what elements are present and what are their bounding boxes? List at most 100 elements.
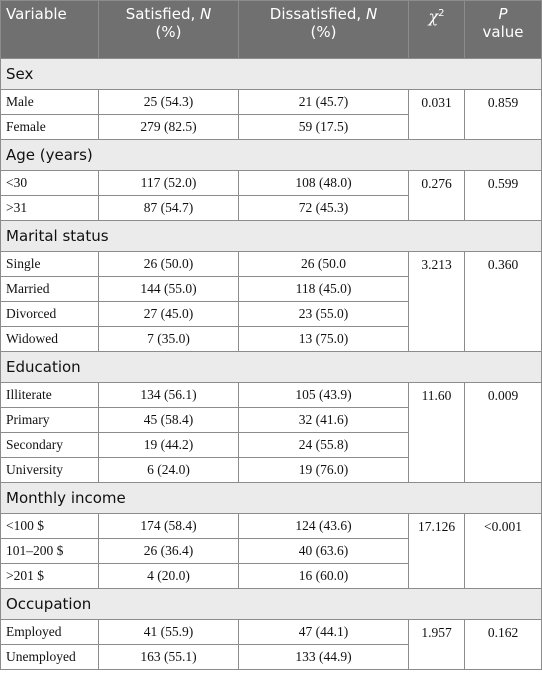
satisfied-value: 7 (35.0): [98, 326, 239, 352]
satisfied-value: 41 (55.9): [98, 619, 239, 645]
row-label: Female: [0, 114, 99, 140]
p-value: <0.001: [464, 513, 542, 589]
row-label: Single: [0, 251, 99, 277]
dissatisfied-value: 118 (45.0): [238, 276, 409, 302]
row-label: <100 $: [0, 513, 99, 539]
satisfied-value: 27 (45.0): [98, 301, 239, 327]
dissatisfied-value: 47 (44.1): [238, 619, 409, 645]
row-label: Married: [0, 276, 99, 302]
table-row: Primary 45 (58.4) 32 (41.6): [0, 407, 542, 433]
table-row: Single 26 (50.0) 26 (50.0 3.213 0.360: [0, 251, 542, 352]
row-label: Unemployed: [0, 644, 99, 670]
chi-square-value: 0.031: [408, 89, 465, 140]
table-row: Illiterate 134 (56.1) 105 (43.9) 11.60 0.009: [0, 382, 542, 483]
p-value: 0.009: [464, 382, 542, 483]
table-row: >201 $4 (20.0) 16 (60.0): [0, 563, 542, 589]
section-header-row: Monthly income: [0, 482, 542, 514]
satisfied-value: 26 (36.4): [98, 538, 239, 564]
dissatisfied-value: 19 (76.0): [238, 457, 409, 483]
section-title: Marital status: [0, 220, 542, 252]
row-label: <30: [0, 170, 99, 196]
header-row: Variable Satisfied, N (%) Dissatisfied, …: [0, 0, 542, 59]
chi-square-value: 11.60: [408, 382, 465, 483]
satisfied-value: 6 (24.0): [98, 457, 239, 483]
table-row: Unemployed 163 (55.1) 133 (44.9): [0, 644, 542, 670]
satisfied-value: 26 (50.0): [98, 251, 239, 277]
section-title: Education: [0, 351, 542, 383]
section-header-row: Marital status: [0, 220, 542, 252]
satisfied-value: 144 (55.0): [98, 276, 239, 302]
table-row: >31 87 (54.7) 72 (45.3): [0, 195, 542, 221]
satisfied-value: 174 (58.4): [98, 513, 239, 539]
header-variable: Variable: [0, 0, 99, 59]
p-value: 0.360: [464, 251, 542, 352]
dissatisfied-value: 105 (43.9): [238, 382, 409, 408]
row-label: Primary: [0, 407, 99, 433]
satisfied-value: 163 (55.1): [98, 644, 239, 670]
section-title: Sex: [0, 58, 542, 90]
table-row: Secondary 19 (44.2) 24 (55.8): [0, 432, 542, 458]
section-title: Monthly income: [0, 482, 542, 514]
row-label: Divorced: [0, 301, 99, 327]
satisfied-value: 87 (54.7): [98, 195, 239, 221]
header-dissatisfied: Dissatisfied, N (%): [238, 0, 409, 59]
satisfied-value: 117 (52.0): [98, 170, 239, 196]
dissatisfied-value: 16 (60.0): [238, 563, 409, 589]
table-row: <100 $174 (58.4) 124 (43.6) 17.126 <0.001: [0, 513, 542, 589]
dissatisfied-value: 133 (44.9): [238, 644, 409, 670]
table-row: Male 25 (54.3) 21 (45.7) 0.031 0.859: [0, 89, 542, 140]
dissatisfied-value: 23 (55.0): [238, 301, 409, 327]
dissatisfied-value: 26 (50.0: [238, 251, 409, 277]
table-row: Divorced 27 (45.0) 23 (55.0): [0, 301, 542, 327]
dissatisfied-value: 24 (55.8): [238, 432, 409, 458]
table-row: 101–200 $26 (36.4) 40 (63.6): [0, 538, 542, 564]
chi-square-value: 3.213: [408, 251, 465, 352]
satisfied-value: 25 (54.3): [98, 89, 239, 115]
satisfied-value: 279 (82.5): [98, 114, 239, 140]
table-row: <30 117 (52.0) 108 (48.0) 0.276 0.599: [0, 170, 542, 221]
satisfied-value: 4 (20.0): [98, 563, 239, 589]
row-label: 101–200 $: [0, 538, 99, 564]
table-row: University 6 (24.0) 19 (76.0): [0, 457, 542, 483]
satisfied-value: 134 (56.1): [98, 382, 239, 408]
row-label: Illiterate: [0, 382, 99, 408]
section-header-row: Age (years): [0, 139, 542, 171]
table-body: Sex Male 25 (54.3) 21 (45.7) 0.031 0.859 Femal…: [0, 58, 542, 670]
section-title: Occupation: [0, 588, 542, 620]
header-chi-square: χ2: [408, 0, 465, 59]
dissatisfied-value: 40 (63.6): [238, 538, 409, 564]
dissatisfied-value: 72 (45.3): [238, 195, 409, 221]
header-satisfied: Satisfied, N (%): [98, 0, 239, 59]
dissatisfied-value: 32 (41.6): [238, 407, 409, 433]
section-header-row: Education: [0, 351, 542, 383]
dissatisfied-value: 21 (45.7): [238, 89, 409, 115]
p-value: 0.859: [464, 89, 542, 140]
row-label: Male: [0, 89, 99, 115]
satisfied-value: 45 (58.4): [98, 407, 239, 433]
section-header-row: Sex: [0, 58, 542, 90]
section-title: Age (years): [0, 139, 542, 171]
section-header-row: Occupation: [0, 588, 542, 620]
chi-square-value: 0.276: [408, 170, 465, 221]
table-row: Married 144 (55.0) 118 (45.0): [0, 276, 542, 302]
row-label: Employed: [0, 619, 99, 645]
dissatisfied-value: 59 (17.5): [238, 114, 409, 140]
table-row: Employed 41 (55.9) 47 (44.1) 1.957 0.162: [0, 619, 542, 670]
table-row: Female 279 (82.5) 59 (17.5): [0, 114, 542, 140]
dissatisfied-value: 13 (75.0): [238, 326, 409, 352]
chi-square-value: 1.957: [408, 619, 465, 670]
chi-square-value: 17.126: [408, 513, 465, 589]
dissatisfied-value: 124 (43.6): [238, 513, 409, 539]
header-p-value: P value: [464, 0, 542, 59]
table-row: Widowed 7 (35.0) 13 (75.0): [0, 326, 542, 352]
p-value: 0.599: [464, 170, 542, 221]
row-label: >31: [0, 195, 99, 221]
row-label: Secondary: [0, 432, 99, 458]
dissatisfied-value: 108 (48.0): [238, 170, 409, 196]
row-label: Widowed: [0, 326, 99, 352]
p-value: 0.162: [464, 619, 542, 670]
row-label: >201 $: [0, 563, 99, 589]
satisfied-value: 19 (44.2): [98, 432, 239, 458]
row-label: University: [0, 457, 99, 483]
